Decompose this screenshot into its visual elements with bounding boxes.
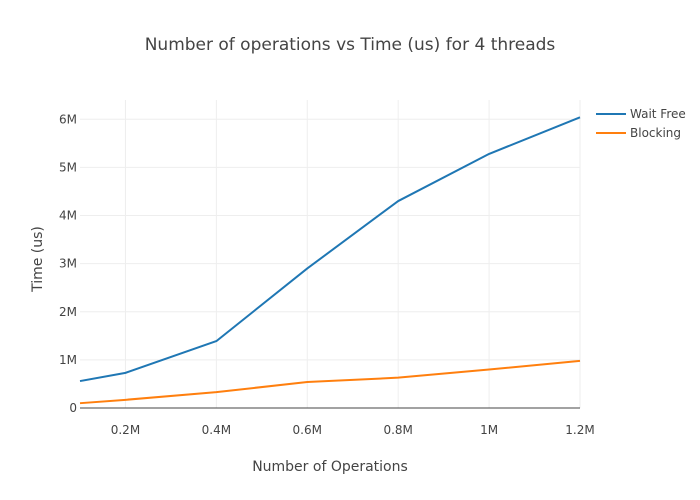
chart-title: Number of operations vs Time (us) for 4 … [145,35,556,55]
x-tick-label: 1M [480,423,498,437]
x-tick-label: 0.8M [383,423,412,437]
y-tick-label: 1M [59,353,77,367]
legend-item[interactable]: Blocking [596,126,681,140]
y-tick-label: 3M [59,257,77,271]
series-line-1 [79,359,581,405]
y-tick-label: 6M [59,112,77,126]
y-tick-label: 5M [59,160,77,174]
legend-label: Wait Free [630,107,686,121]
legend-label: Blocking [630,126,681,140]
x-tick-label: 0.6M [293,423,322,437]
y-tick-label: 4M [59,209,77,223]
grid [80,100,581,409]
x-axis-label: Number of Operations [252,459,408,475]
series-line-0 [79,116,581,383]
x-tick-label: 1.2M [565,423,594,437]
legend-item[interactable]: Wait Free [596,107,686,121]
series-lines [79,116,581,405]
x-axis-ticks: 0.2M 0.4M 0.6M 0.8M 1M 1.2M [111,423,595,437]
y-axis-ticks: 0 1M 2M 3M 4M 5M 6M [59,112,77,415]
legend[interactable]: Wait Free Blocking [596,107,686,140]
x-tick-label: 0.2M [111,423,140,437]
y-tick-label: 2M [59,305,77,319]
y-axis-label: Time (us) [30,226,46,293]
x-tick-label: 0.4M [202,423,231,437]
y-tick-label: 0 [69,401,77,415]
